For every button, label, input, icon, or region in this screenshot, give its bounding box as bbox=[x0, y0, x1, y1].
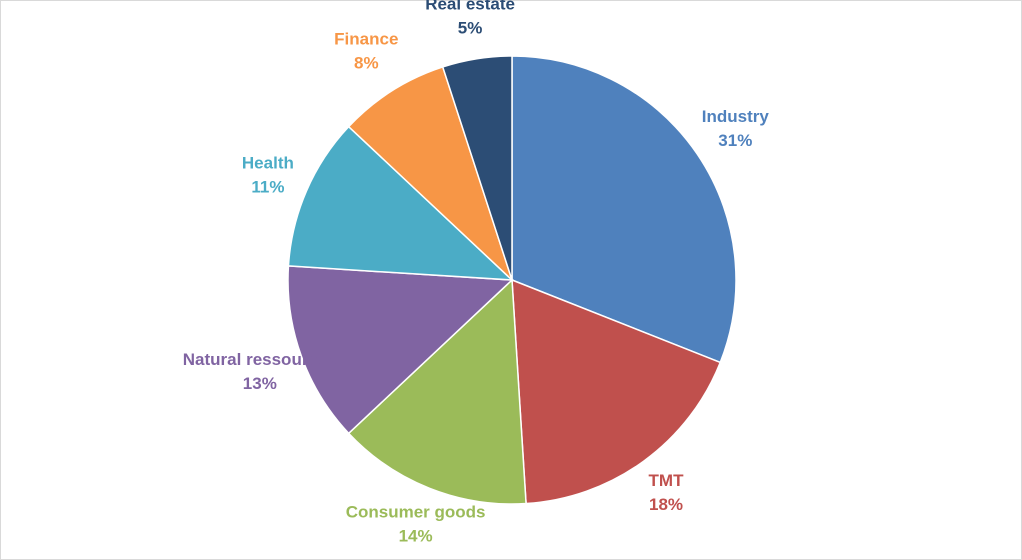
data-label-category: Real estate bbox=[425, 0, 515, 13]
pie-slice-natural-ressources bbox=[287, 265, 514, 435]
data-label-percent: 18% bbox=[649, 495, 683, 514]
pie-labels: Industry 31% TMT 18% Consumer goods 14% Natura… bbox=[183, 0, 770, 546]
pie-slice-consumer-goods bbox=[347, 278, 527, 505]
data-label-health: Health 11% bbox=[242, 153, 294, 196]
data-label-percent: 14% bbox=[399, 527, 433, 546]
data-label-consumer-goods: Consumer goods 14% bbox=[346, 503, 486, 546]
pie-slices bbox=[287, 55, 737, 505]
data-label-category: Health bbox=[242, 153, 294, 172]
pie-slice-real-estate bbox=[441, 55, 513, 281]
data-label-tmt: TMT 18% bbox=[649, 471, 685, 514]
data-label-category: Consumer goods bbox=[346, 503, 486, 522]
data-label-category: Natural ressources bbox=[183, 350, 337, 369]
pie-slice-industry bbox=[511, 55, 737, 364]
data-label-percent: 5% bbox=[458, 18, 483, 37]
data-label-category: Industry bbox=[702, 107, 770, 126]
data-label-category: TMT bbox=[649, 471, 685, 490]
pie-slice-tmt bbox=[511, 278, 722, 505]
data-label-industry: Industry 31% bbox=[702, 107, 770, 150]
data-label-percent: 8% bbox=[354, 53, 379, 72]
data-label-percent: 11% bbox=[251, 177, 284, 196]
pie-slice-health bbox=[287, 125, 515, 281]
data-label-category: Finance bbox=[334, 29, 398, 48]
data-label-percent: 31% bbox=[718, 131, 752, 150]
data-label-percent: 13% bbox=[243, 374, 277, 393]
pie-slice-finance bbox=[347, 66, 513, 281]
data-label-finance: Finance 8% bbox=[334, 29, 398, 72]
data-label-real-estate: Real estate 5% bbox=[425, 0, 515, 37]
data-label-natural-ressources: Natural ressources 13% bbox=[183, 350, 337, 393]
